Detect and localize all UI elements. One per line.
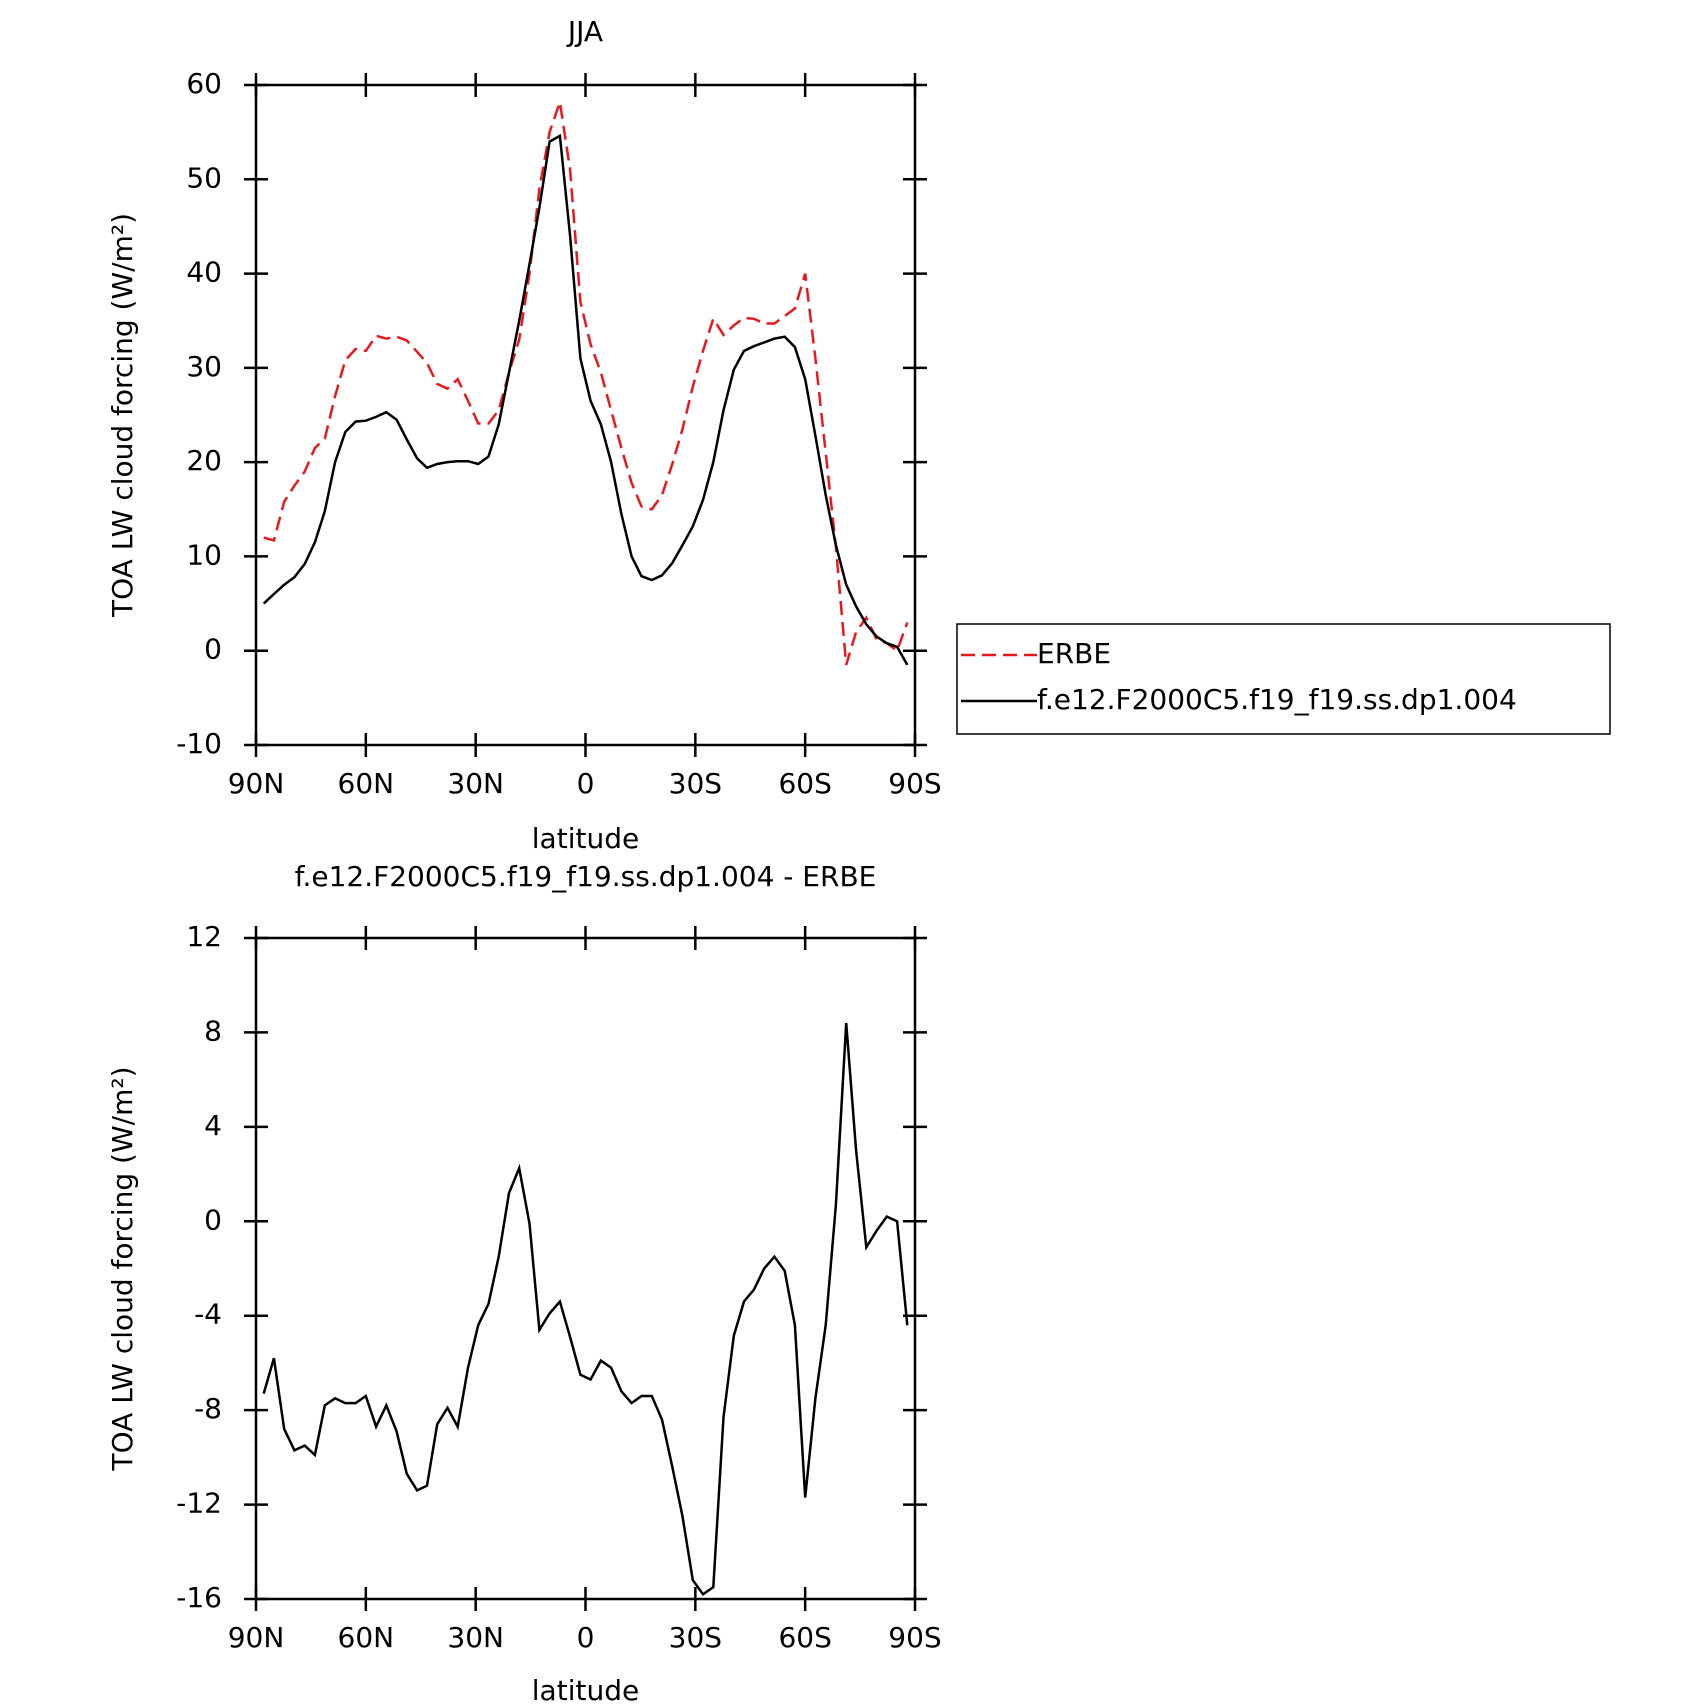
y-tick-label: 50 [186, 161, 222, 194]
x-tick-label: 60S [778, 1621, 831, 1654]
x-tick-label: 0 [577, 1621, 595, 1654]
x-tick-label: 60N [338, 767, 395, 800]
y-tick-label: 60 [186, 67, 222, 100]
legend-label: ERBE [1037, 637, 1111, 670]
x-axis-label: latitude [532, 822, 639, 855]
y-tick-label: 40 [186, 256, 222, 289]
y-tick-label: 10 [186, 538, 222, 571]
x-tick-label: 60N [338, 1621, 395, 1654]
y-tick-label: 0 [204, 1203, 222, 1236]
x-tick-label: 30N [447, 1621, 504, 1654]
legend-box [956, 623, 1611, 735]
y-tick-label: -10 [176, 727, 222, 760]
chart-title: JJA [566, 15, 603, 48]
data-line [262, 133, 909, 666]
y-tick-label: -16 [176, 1581, 222, 1614]
y-tick-label: 8 [204, 1014, 222, 1047]
x-tick-label: 90N [228, 1621, 285, 1654]
x-axis-label: latitude [532, 1674, 639, 1707]
y-tick-label: -8 [194, 1392, 222, 1425]
data-line [263, 101, 909, 666]
chart-title: f.e12.F2000C5.f19_f19.ss.dp1.004 - ERBE [295, 860, 877, 893]
plot-frame [254, 83, 917, 747]
plot-frame [254, 936, 917, 1601]
y-tick-label: 20 [186, 444, 222, 477]
x-tick-label: 30N [447, 767, 504, 800]
legend-label: f.e12.F2000C5.f19_f19.ss.dp1.004 [1037, 683, 1517, 716]
y-axis-label: TOA LW cloud forcing (W/m²) [106, 213, 139, 618]
x-tick-label: 60S [778, 767, 831, 800]
y-axis-label: TOA LW cloud forcing (W/m²) [106, 1067, 139, 1472]
y-tick-label: 30 [186, 350, 222, 383]
data-line [262, 1022, 909, 1597]
y-tick-label: 12 [186, 920, 222, 953]
x-tick-label: 90N [228, 767, 285, 800]
y-tick-label: -12 [176, 1487, 222, 1520]
x-tick-label: 90S [888, 1621, 941, 1654]
y-tick-label: -4 [194, 1298, 222, 1331]
x-tick-label: 30S [669, 767, 722, 800]
x-tick-label: 90S [888, 767, 941, 800]
x-tick-label: 0 [577, 767, 595, 800]
x-tick-label: 30S [669, 1621, 722, 1654]
y-tick-label: 0 [204, 633, 222, 666]
y-tick-label: 4 [204, 1109, 222, 1142]
